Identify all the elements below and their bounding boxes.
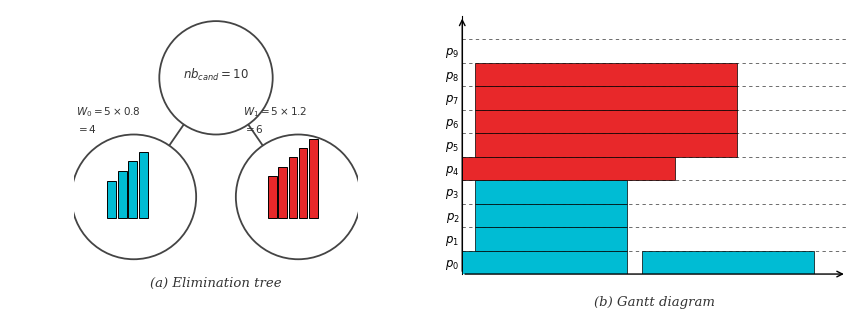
- Bar: [475, 86, 737, 110]
- Text: $W_0 = 5 \times 0.8$: $W_0 = 5 \times 0.8$: [76, 105, 141, 119]
- Bar: [118, 171, 127, 218]
- Bar: [129, 161, 137, 218]
- Bar: [475, 227, 627, 250]
- Bar: [268, 175, 276, 218]
- Bar: [462, 157, 675, 180]
- Circle shape: [236, 135, 360, 259]
- Text: (a) Elimination tree: (a) Elimination tree: [150, 278, 282, 290]
- Bar: [475, 110, 737, 133]
- Text: $= 6$: $= 6$: [243, 123, 264, 135]
- Bar: [475, 203, 627, 227]
- Circle shape: [72, 135, 196, 259]
- Text: $= 4$: $= 4$: [76, 123, 97, 135]
- Bar: [642, 250, 814, 274]
- Bar: [475, 180, 627, 203]
- Text: (b) Gantt diagram: (b) Gantt diagram: [594, 296, 715, 309]
- Text: $W_1 = 5 \times 1.2$: $W_1 = 5 \times 1.2$: [243, 105, 307, 119]
- Text: $nb_{cand} = 10$: $nb_{cand} = 10$: [183, 67, 249, 83]
- Circle shape: [159, 21, 273, 135]
- Bar: [139, 152, 148, 218]
- Bar: [289, 158, 297, 218]
- Bar: [309, 139, 318, 218]
- Bar: [475, 133, 737, 157]
- Bar: [475, 63, 737, 86]
- Bar: [107, 181, 116, 218]
- Bar: [278, 167, 287, 218]
- Bar: [462, 250, 627, 274]
- Bar: [299, 148, 308, 218]
